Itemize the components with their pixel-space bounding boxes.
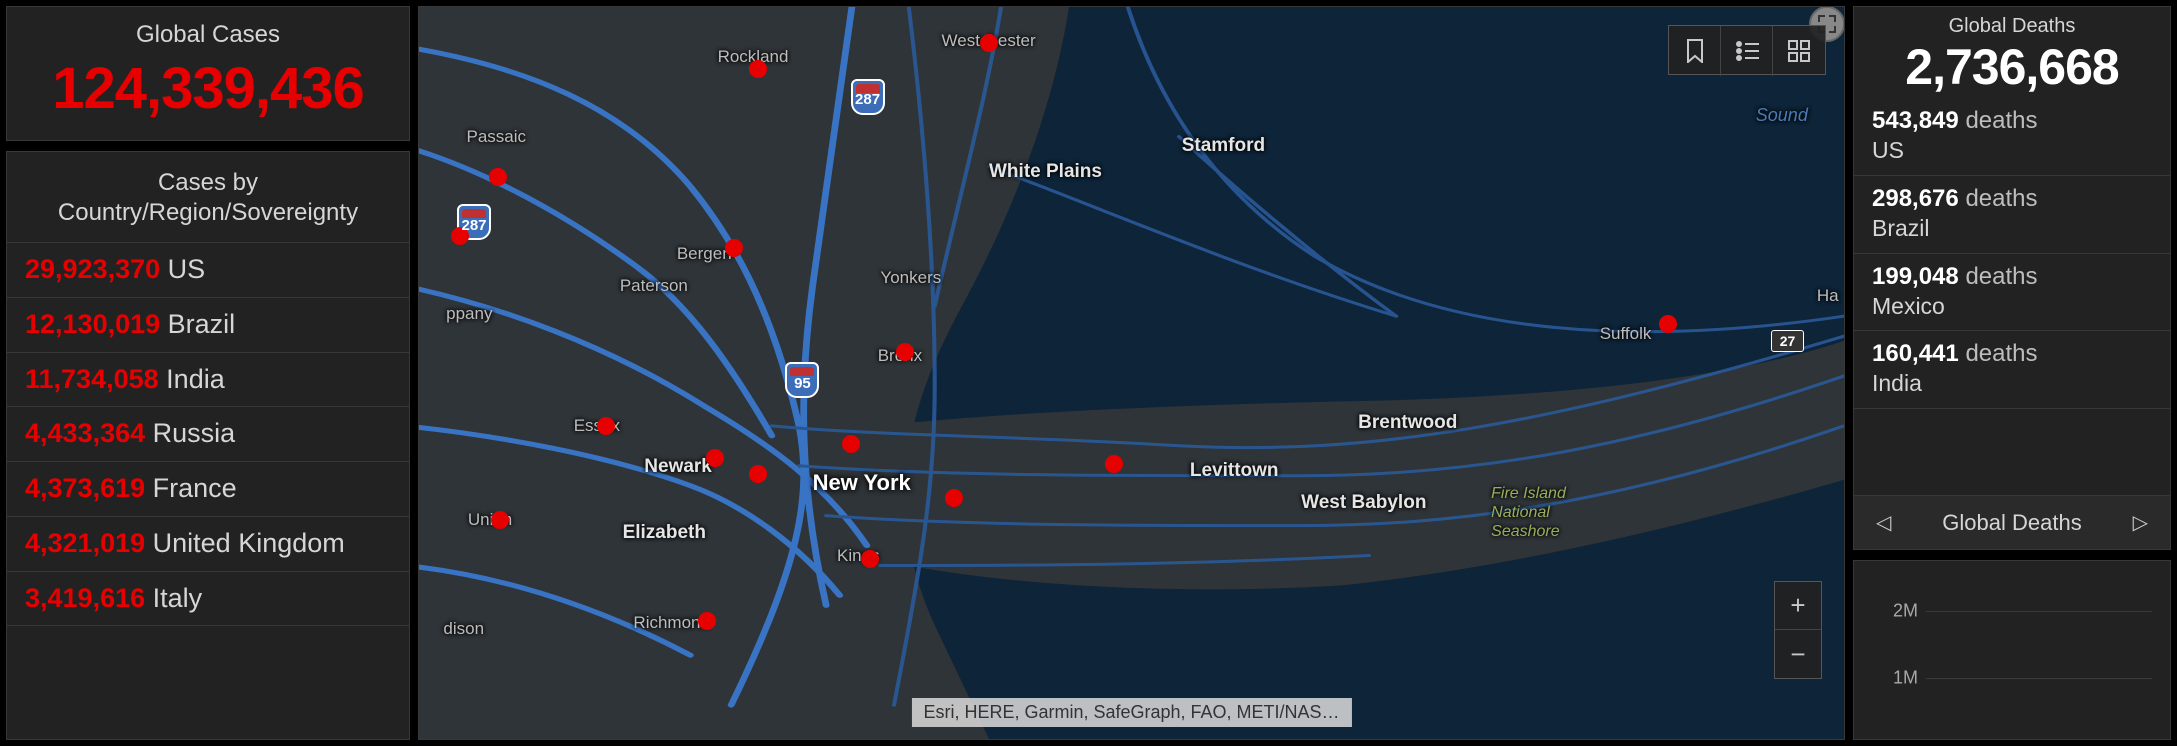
case-marker[interactable] bbox=[597, 417, 615, 435]
deaths-row[interactable]: 543,849 deathsUS bbox=[1854, 98, 2170, 176]
case-marker[interactable] bbox=[749, 465, 767, 483]
cases-by-country-list[interactable]: 29,923,370 US12,130,019 Brazil11,734,058… bbox=[7, 243, 409, 739]
pager-prev-icon[interactable]: ◁ bbox=[1868, 506, 1899, 539]
interstate-shield-icon: 287 bbox=[851, 79, 885, 115]
case-marker[interactable] bbox=[489, 168, 507, 186]
map-label: White Plains bbox=[989, 161, 1102, 183]
chart-gridline bbox=[1926, 611, 2152, 612]
deaths-chart-panel: 2M 1M bbox=[1853, 560, 2171, 740]
map-toolbar bbox=[1668, 25, 1826, 75]
map-attribution[interactable]: Esri, HERE, Garmin, SafeGraph, FAO, METI… bbox=[911, 698, 1351, 727]
case-marker[interactable] bbox=[842, 435, 860, 453]
global-cases-panel: Global Cases 124,339,436 bbox=[6, 6, 410, 141]
map-label: Elizabeth bbox=[623, 522, 706, 544]
case-marker[interactable] bbox=[698, 612, 716, 630]
map-label: Stamford bbox=[1182, 135, 1265, 157]
route-marker-icon: 27 bbox=[1771, 330, 1805, 352]
country-row[interactable]: 4,373,619 France bbox=[7, 462, 409, 517]
country-row[interactable]: 11,734,058 India bbox=[7, 353, 409, 408]
case-marker[interactable] bbox=[861, 550, 879, 568]
case-marker[interactable] bbox=[749, 60, 767, 78]
map-panel[interactable]: RocklandWestchesterPassaicBergenPaterson… bbox=[418, 6, 1845, 740]
map-label: Fire IslandNationalSeashore bbox=[1491, 484, 1566, 542]
global-cases-title: Global Cases bbox=[7, 7, 409, 55]
country-row[interactable]: 4,433,364 Russia bbox=[7, 407, 409, 462]
map-label: Levittown bbox=[1190, 460, 1279, 482]
global-deaths-title: Global Deaths bbox=[1862, 15, 2162, 38]
zoom-controls: + − bbox=[1774, 581, 1822, 679]
case-marker[interactable] bbox=[980, 34, 998, 52]
map-label: West Babylon bbox=[1301, 492, 1426, 514]
map-label: Sound bbox=[1756, 105, 1808, 126]
map-label: Newark bbox=[644, 456, 712, 478]
case-marker[interactable] bbox=[896, 343, 914, 361]
deaths-pager: ◁ Global Deaths ▷ bbox=[1854, 495, 2170, 549]
country-row[interactable]: 3,419,616 Italy bbox=[7, 572, 409, 627]
map-label: Suffolk bbox=[1600, 324, 1652, 344]
case-marker[interactable] bbox=[491, 511, 509, 529]
chart-ytick-label: 1M bbox=[1893, 668, 1918, 689]
case-marker[interactable] bbox=[1659, 315, 1677, 333]
map-label: Brentwood bbox=[1358, 412, 1457, 434]
global-deaths-header: Global Deaths 2,736,668 bbox=[1854, 7, 2170, 98]
basemap-icon[interactable] bbox=[1773, 26, 1825, 76]
interstate-shield-icon: 95 bbox=[785, 362, 819, 398]
cases-by-country-title: Cases by Country/Region/Sovereignty bbox=[7, 152, 409, 243]
country-row[interactable]: 12,130,019 Brazil bbox=[7, 298, 409, 353]
global-deaths-value: 2,736,668 bbox=[1862, 38, 2162, 96]
map-label: Passaic bbox=[467, 127, 527, 147]
map-label: ppany bbox=[446, 304, 492, 324]
global-cases-value: 124,339,436 bbox=[7, 55, 409, 140]
deaths-row[interactable]: 298,676 deathsBrazil bbox=[1854, 176, 2170, 254]
bookmark-icon[interactable] bbox=[1669, 26, 1721, 76]
chart-gridline bbox=[1926, 678, 2152, 679]
country-row[interactable]: 29,923,370 US bbox=[7, 243, 409, 298]
global-deaths-panel: Global Deaths 2,736,668 543,849 deathsUS… bbox=[1853, 6, 2171, 550]
map-label: Yonkers bbox=[880, 268, 941, 288]
chart-ytick-label: 2M bbox=[1893, 600, 1918, 621]
pager-label: Global Deaths bbox=[1942, 510, 2081, 536]
pager-next-icon[interactable]: ▷ bbox=[2125, 506, 2156, 539]
deaths-row[interactable]: 199,048 deathsMexico bbox=[1854, 254, 2170, 332]
zoom-out-button[interactable]: − bbox=[1775, 630, 1821, 678]
zoom-in-button[interactable]: + bbox=[1775, 582, 1821, 630]
map-label: Paterson bbox=[620, 276, 688, 296]
case-marker[interactable] bbox=[706, 449, 724, 467]
case-marker[interactable] bbox=[945, 489, 963, 507]
map-canvas[interactable]: RocklandWestchesterPassaicBergenPaterson… bbox=[419, 7, 1844, 739]
country-row[interactable]: 4,321,019 United Kingdom bbox=[7, 517, 409, 572]
cases-by-country-panel: Cases by Country/Region/Sovereignty 29,9… bbox=[6, 151, 410, 740]
map-label: Ha bbox=[1817, 286, 1839, 306]
map-label: Bergen bbox=[677, 244, 732, 264]
case-marker[interactable] bbox=[1105, 455, 1123, 473]
map-label: dison bbox=[443, 619, 484, 639]
map-label: New York bbox=[813, 470, 911, 496]
legend-icon[interactable] bbox=[1721, 26, 1773, 76]
global-deaths-list[interactable]: 543,849 deathsUS298,676 deathsBrazil199,… bbox=[1854, 98, 2170, 495]
deaths-row[interactable]: 160,441 deathsIndia bbox=[1854, 331, 2170, 409]
